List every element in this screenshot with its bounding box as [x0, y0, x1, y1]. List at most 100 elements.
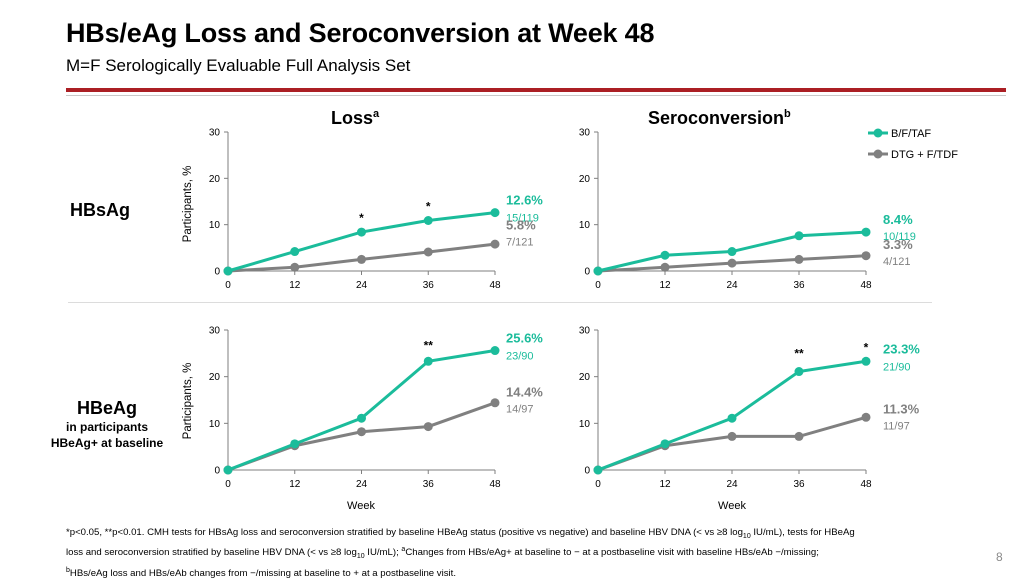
data-label-percent: 5.8% [506, 218, 536, 233]
slide-title: HBs/eAg Loss and Seroconversion at Week … [66, 18, 655, 48]
data-point [794, 431, 804, 441]
footnote-l1sub: 10 [742, 532, 751, 540]
column-heading-sero-text: Seroconversion [648, 108, 785, 128]
data-point [357, 413, 366, 423]
x-tick-label: 24 [726, 280, 738, 291]
data-point [861, 251, 871, 261]
data-label-fraction: 15/119 [506, 213, 539, 225]
y-tick-label: 10 [579, 220, 591, 231]
data-point [490, 239, 500, 249]
data-label-percent: 12.6% [506, 193, 543, 208]
y-tick-label: 10 [209, 419, 221, 430]
x-tick-label: 36 [423, 280, 435, 291]
y-axis-label-top: Participants, % [182, 166, 194, 243]
footnote: *p<0.05, **p<0.01. CMH tests for HBsAg l… [66, 526, 966, 581]
row-label-hbeag-sub1: in participants [65, 420, 148, 434]
y-tick-label: 0 [584, 267, 590, 278]
series-line [227, 401, 496, 472]
footnote-line-2: loss and seroconversion stratified by ba… [66, 543, 966, 564]
data-point [423, 422, 433, 432]
y-tick-label: 20 [209, 372, 221, 383]
data-label-percent: 25.6% [506, 331, 543, 346]
data-point [423, 247, 433, 257]
footnote-l2sub: 10 [356, 553, 365, 561]
row-divider [68, 302, 932, 303]
row-label-hbeag: HBeAg in participants HBeAg+ at baseline [40, 398, 174, 451]
x-tick-label: 12 [289, 280, 301, 291]
data-label-percent: 3.3% [883, 237, 913, 252]
x-axis-label-left: Week [347, 500, 375, 512]
y-tick-label: 30 [579, 128, 591, 139]
y-tick-label: 10 [209, 220, 221, 231]
data-point [490, 208, 500, 218]
legend-marker [873, 128, 883, 138]
data-label-fraction: 7/121 [506, 237, 534, 249]
data-label-fraction: 21/90 [883, 361, 911, 373]
data-point [727, 258, 737, 268]
x-tick-label: 48 [489, 479, 501, 490]
row-label-hbsag-text: HBsAg [70, 200, 131, 220]
data-point [423, 215, 433, 225]
y-tick-label: 30 [579, 326, 591, 337]
legend: B/F/TAF DTG + F/TDF [868, 128, 958, 161]
data-point [423, 356, 433, 366]
data-label-percent: 11.3% [883, 401, 920, 416]
legend-marker [873, 149, 883, 159]
x-tick-label: 0 [225, 479, 231, 490]
footnote-l3a: HBs/eAg loss and HBs/eAb changes from −/… [69, 568, 456, 580]
significance-marker: ** [424, 338, 434, 352]
column-heading-sero-sup: b [784, 108, 791, 120]
y-tick-label: 30 [209, 128, 221, 139]
y-tick-label: 20 [579, 174, 591, 185]
x-tick-label: 24 [726, 479, 738, 490]
significance-marker: ** [794, 347, 804, 361]
data-label-percent: 23.3% [883, 341, 920, 356]
data-point [727, 247, 737, 257]
data-point [794, 231, 804, 241]
row-label-hbeag-text: HBeAg [76, 398, 137, 418]
x-tick-label: 48 [860, 479, 872, 490]
y-tick-label: 30 [209, 326, 221, 337]
data-point [727, 431, 737, 441]
significance-marker: * [426, 199, 431, 213]
y-tick-label: 0 [584, 466, 590, 477]
data-point [660, 439, 670, 449]
data-point [660, 262, 670, 272]
x-tick-label: 48 [489, 280, 501, 291]
row-label-hbsag: HBsAg [70, 200, 130, 221]
x-tick-label: 48 [860, 280, 872, 291]
y-tick-label: 10 [579, 419, 591, 430]
chart-hbeag-loss: 0 10 20 30 0 12 24 36 48 25.6% 23/90 14.4% 14/97 ** [209, 326, 543, 491]
data-label-fraction: 11/97 [883, 420, 910, 432]
y-axis-label-bottom: Participants, % [182, 363, 194, 440]
footnote-l2a: loss and seroconversion stratified by ba… [66, 547, 357, 559]
significance-marker: * [864, 340, 869, 354]
data-point [794, 367, 804, 377]
data-point [357, 254, 366, 264]
x-axis-label-right: Week [718, 500, 746, 512]
footnote-l1a: *p<0.05, **p<0.01. CMH tests for HBsAg l… [66, 527, 743, 538]
y-tick-label: 20 [209, 174, 221, 185]
column-heading-loss: Lossa [331, 108, 379, 129]
data-point [861, 412, 871, 422]
data-label-fraction: 14/97 [506, 404, 534, 416]
data-point [290, 439, 300, 449]
data-point [223, 465, 233, 475]
footnote-l2b: IU/mL); [364, 547, 402, 559]
data-label-percent: 14.4% [506, 385, 543, 400]
data-point [593, 266, 603, 276]
title-rule-thin [66, 95, 1006, 96]
footnote-l1b: IU/mL), tests for HBeAg [750, 527, 855, 538]
x-tick-label: 12 [659, 280, 671, 291]
column-heading-loss-text: Loss [331, 108, 374, 128]
footnote-l2sup: a [401, 546, 406, 554]
slide-subtitle: M=F Serologically Evaluable Full Analysi… [66, 56, 411, 75]
significance-marker: * [359, 211, 364, 225]
data-point [727, 413, 737, 423]
y-tick-label: 20 [579, 372, 591, 383]
x-tick-label: 24 [356, 479, 368, 490]
data-label-percent: 8.4% [883, 212, 913, 227]
